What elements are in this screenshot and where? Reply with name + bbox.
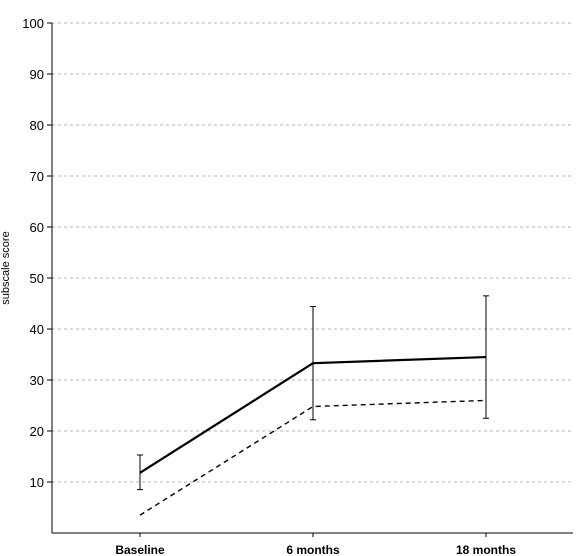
x-tick-label-0: Baseline	[115, 543, 165, 556]
y-tick-label-50: 50	[30, 271, 44, 286]
y-tick-label-100: 100	[22, 16, 44, 31]
gridlines	[52, 22, 573, 483]
y-tick-label-20: 20	[30, 424, 44, 439]
error-bars	[137, 295, 489, 491]
series-lines	[139, 355, 487, 516]
series-line-1-dashed	[139, 399, 487, 516]
y-tick-label-40: 40	[30, 322, 44, 337]
y-tick-label-10: 10	[30, 475, 44, 490]
y-tick-label-90: 90	[30, 67, 44, 82]
y-tick-label-60: 60	[30, 220, 44, 235]
x-tick-label-2: 18 months	[456, 543, 516, 556]
tick-labels: 10 20 30 40 50 60 70 80 90 100 Baseline 6 months 18 …	[22, 16, 516, 556]
axes	[47, 22, 573, 537]
y-tick-label-70: 70	[30, 169, 44, 184]
series-line-0-solid	[139, 355, 487, 474]
y-axis-title: subscale score	[0, 231, 12, 304]
x-tick-label-1: 6 months	[286, 543, 340, 556]
y-tick-label-30: 30	[30, 373, 44, 388]
y-tick-label-80: 80	[30, 118, 44, 133]
